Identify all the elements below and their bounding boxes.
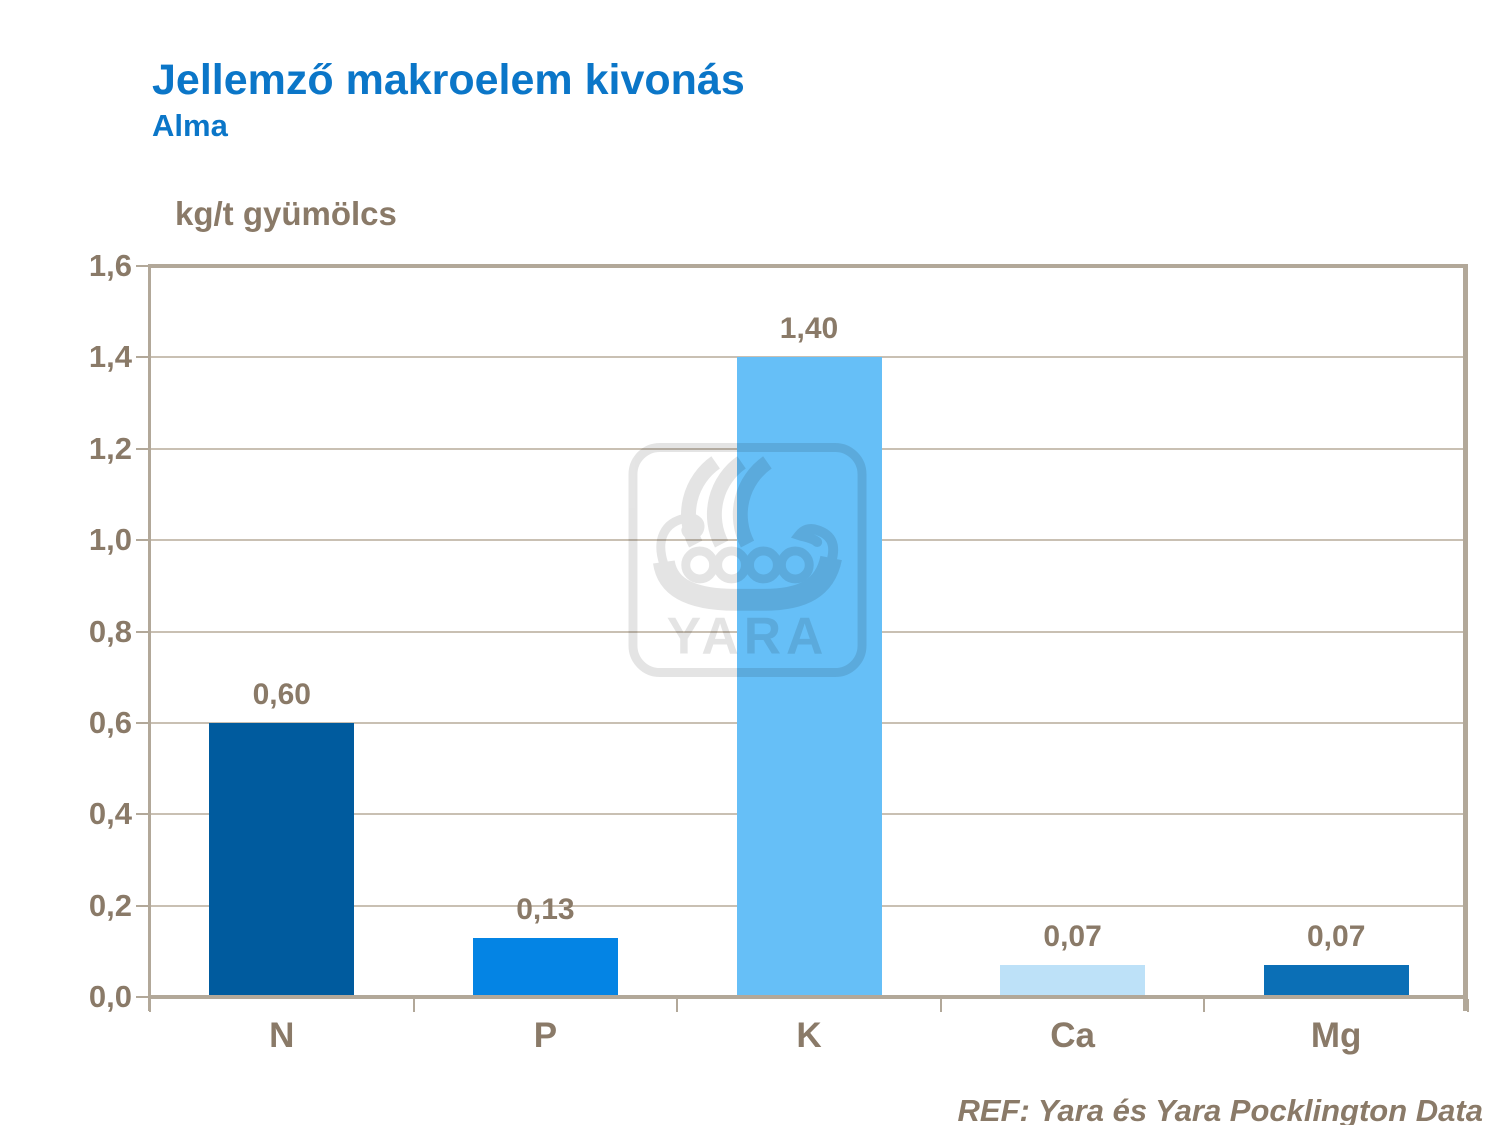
y-axis-tick-label: 1,4 bbox=[88, 339, 132, 375]
y-axis-tick bbox=[136, 813, 150, 816]
bar-value-label: 0,60 bbox=[252, 677, 311, 711]
x-axis-category-label: Ca bbox=[1050, 1016, 1095, 1055]
y-axis-tick-label: 0,6 bbox=[88, 704, 132, 740]
y-axis-tick-label: 0,0 bbox=[88, 979, 132, 1014]
bar-value-label: 0,07 bbox=[1306, 920, 1366, 954]
x-axis-tick bbox=[1467, 999, 1469, 1012]
y-axis-tick bbox=[136, 630, 150, 633]
y-axis-unit-label: kg/t gyümölcs bbox=[175, 195, 397, 232]
x-axis-tick bbox=[939, 999, 942, 1012]
y-axis-tick bbox=[136, 356, 150, 359]
bar-K bbox=[736, 357, 882, 997]
y-axis-line bbox=[148, 264, 151, 1011]
x-axis-tick bbox=[676, 999, 679, 1012]
y-axis-tick bbox=[136, 265, 150, 267]
y-axis-tick-label: 1,6 bbox=[88, 248, 132, 283]
plot-border-top bbox=[148, 264, 1468, 268]
y-axis-tick-label: 0,4 bbox=[88, 796, 132, 832]
x-axis-tick bbox=[412, 999, 415, 1012]
y-axis-tick-label: 1,0 bbox=[88, 522, 132, 558]
x-axis-tick bbox=[1203, 999, 1206, 1012]
y-axis-tick-label: 1,2 bbox=[88, 430, 132, 466]
y-axis-tick bbox=[136, 996, 150, 998]
bar-Mg bbox=[1263, 965, 1409, 997]
bar-N bbox=[209, 722, 355, 997]
bar-value-label: 0,13 bbox=[516, 892, 575, 926]
x-axis-category-label: Mg bbox=[1310, 1016, 1362, 1055]
x-axis-category-label: K bbox=[796, 1016, 822, 1055]
chart-subtitle: Alma bbox=[152, 108, 228, 143]
x-axis-tick bbox=[149, 999, 151, 1012]
reference-note: REF: Yara és Yara Pocklington Data bbox=[957, 1093, 1483, 1125]
x-axis-category-label: N bbox=[269, 1016, 295, 1055]
y-axis-tick-label: 0,8 bbox=[88, 613, 132, 649]
y-axis-tick bbox=[136, 721, 150, 724]
bar-value-label: 0,07 bbox=[1043, 920, 1102, 954]
x-axis-category-label: P bbox=[533, 1016, 558, 1055]
chart-title: Jellemző makroelem kivonás bbox=[152, 56, 745, 104]
bar-Ca bbox=[1000, 965, 1146, 997]
y-axis-tick-label: 0,2 bbox=[88, 887, 132, 923]
y-axis-tick bbox=[136, 904, 150, 907]
bar-value-label: 1,40 bbox=[779, 312, 839, 346]
y-axis-tick bbox=[136, 447, 150, 450]
plot-border-right bbox=[1463, 264, 1468, 1011]
bar-P bbox=[472, 937, 618, 997]
y-axis-tick bbox=[136, 539, 150, 542]
x-axis-line bbox=[148, 995, 1468, 999]
